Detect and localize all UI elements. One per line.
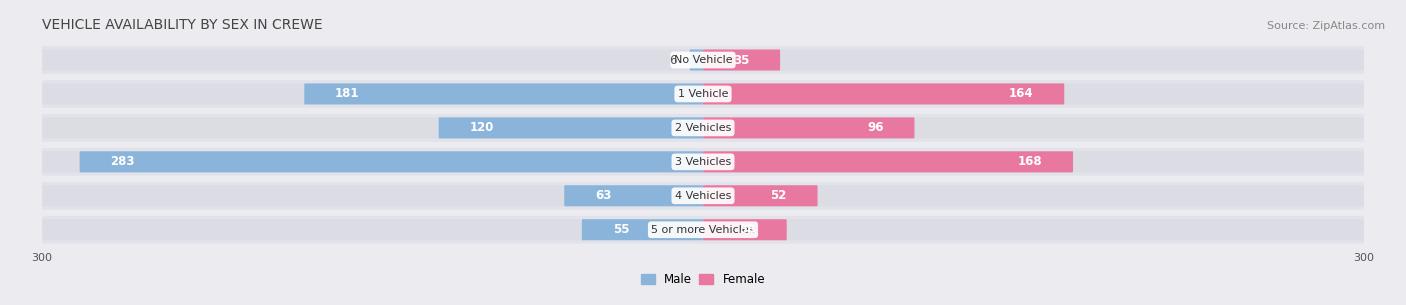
Text: 63: 63	[595, 189, 612, 202]
Text: No Vehicle: No Vehicle	[673, 55, 733, 65]
Legend: Male, Female: Male, Female	[636, 268, 770, 290]
FancyBboxPatch shape	[690, 49, 703, 70]
FancyBboxPatch shape	[42, 80, 1364, 108]
Text: 52: 52	[770, 189, 787, 202]
FancyBboxPatch shape	[42, 117, 703, 138]
Text: Source: ZipAtlas.com: Source: ZipAtlas.com	[1267, 21, 1385, 31]
FancyBboxPatch shape	[703, 219, 787, 240]
FancyBboxPatch shape	[703, 117, 914, 138]
FancyBboxPatch shape	[42, 148, 1364, 176]
FancyBboxPatch shape	[703, 151, 1073, 172]
FancyBboxPatch shape	[439, 117, 703, 138]
Text: VEHICLE AVAILABILITY BY SEX IN CREWE: VEHICLE AVAILABILITY BY SEX IN CREWE	[42, 18, 323, 31]
Text: 5 or more Vehicles: 5 or more Vehicles	[651, 225, 755, 235]
FancyBboxPatch shape	[703, 84, 1064, 105]
FancyBboxPatch shape	[42, 114, 1364, 142]
Text: 55: 55	[613, 223, 630, 236]
FancyBboxPatch shape	[42, 46, 1364, 74]
Text: 6: 6	[669, 53, 676, 66]
Text: 38: 38	[740, 223, 756, 236]
Text: 1 Vehicle: 1 Vehicle	[678, 89, 728, 99]
Text: 164: 164	[1008, 88, 1033, 100]
Text: 168: 168	[1018, 155, 1042, 168]
FancyBboxPatch shape	[42, 84, 703, 105]
FancyBboxPatch shape	[703, 219, 1364, 240]
FancyBboxPatch shape	[304, 84, 703, 105]
FancyBboxPatch shape	[42, 182, 1364, 210]
FancyBboxPatch shape	[42, 219, 703, 240]
Text: 181: 181	[335, 88, 360, 100]
Text: 283: 283	[111, 155, 135, 168]
FancyBboxPatch shape	[703, 49, 1364, 70]
Text: 35: 35	[733, 53, 749, 66]
Text: 96: 96	[868, 121, 883, 135]
FancyBboxPatch shape	[703, 151, 1364, 172]
FancyBboxPatch shape	[564, 185, 703, 206]
FancyBboxPatch shape	[703, 117, 1364, 138]
Text: 2 Vehicles: 2 Vehicles	[675, 123, 731, 133]
FancyBboxPatch shape	[703, 49, 780, 70]
FancyBboxPatch shape	[582, 219, 703, 240]
FancyBboxPatch shape	[80, 151, 703, 172]
Text: 4 Vehicles: 4 Vehicles	[675, 191, 731, 201]
Text: 120: 120	[470, 121, 494, 135]
FancyBboxPatch shape	[42, 185, 703, 206]
FancyBboxPatch shape	[703, 185, 817, 206]
FancyBboxPatch shape	[42, 216, 1364, 244]
FancyBboxPatch shape	[42, 49, 703, 70]
FancyBboxPatch shape	[703, 84, 1364, 105]
FancyBboxPatch shape	[703, 185, 1364, 206]
Text: 3 Vehicles: 3 Vehicles	[675, 157, 731, 167]
FancyBboxPatch shape	[42, 151, 703, 172]
